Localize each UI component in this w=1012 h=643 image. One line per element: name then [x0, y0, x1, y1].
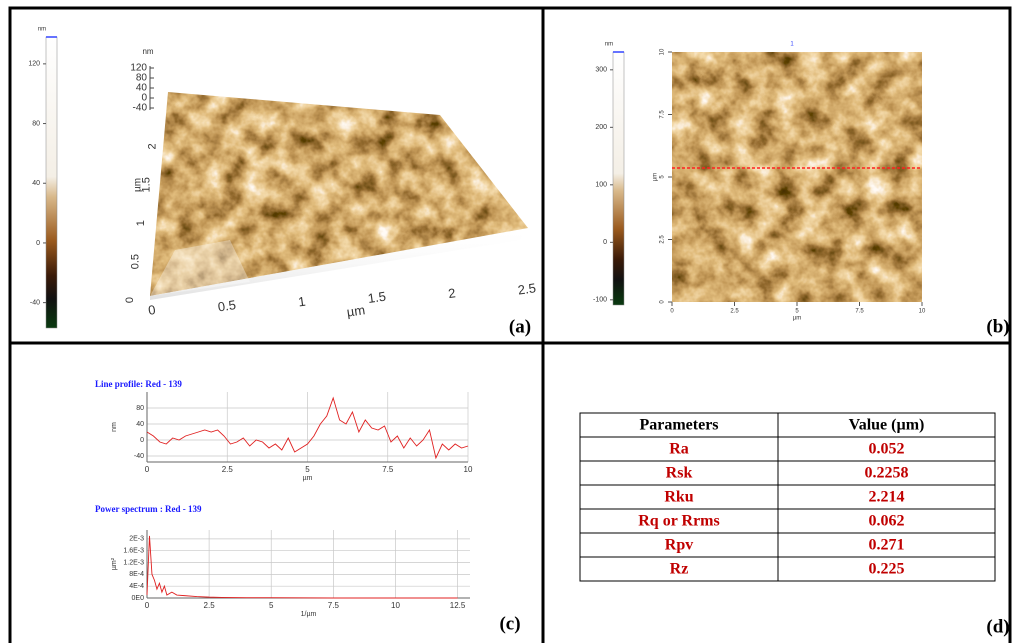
y-tick-label: 4E-4	[129, 583, 144, 590]
data-line	[147, 536, 458, 598]
z-unit: nm	[142, 47, 153, 56]
colorbar-tick-label: 40	[32, 180, 40, 187]
table-cell: 2.214	[869, 489, 905, 506]
x-tick-label: 0	[145, 465, 150, 474]
y-tick-label: 0	[124, 297, 136, 303]
x-tick-label: 2.5	[517, 280, 537, 297]
y-tick-label: 0	[660, 300, 666, 304]
x-tick-label: 5	[269, 601, 274, 610]
table-cell: Ra	[669, 441, 689, 458]
table-cell: 0.271	[869, 537, 905, 554]
y-tick-label: 2	[146, 143, 158, 149]
table-cell: Rpv	[665, 537, 693, 554]
y-unit: µm	[133, 178, 144, 192]
colorbar-tick-label: -100	[593, 297, 607, 304]
y-tick-label: 10	[660, 48, 666, 55]
y-tick-label: 5	[660, 175, 666, 179]
colorbar-tick-label: -40	[30, 299, 40, 306]
x-tick-label: 0	[147, 302, 156, 318]
y-axis-label: nm	[111, 422, 118, 432]
x-axis-label: µm	[303, 475, 313, 482]
colorbar-tick-label: 0	[36, 240, 40, 247]
chart-title: Line profile: Red - 139	[95, 379, 182, 389]
x-tick-label: 7.5	[328, 601, 340, 610]
y-tick-label: 0	[140, 437, 144, 444]
panel-label: (a)	[509, 316, 531, 337]
y-tick-label: 80	[136, 405, 144, 412]
x-tick-label: 0.5	[217, 297, 237, 314]
y-tick-label: 2.5	[660, 235, 666, 244]
y-tick-label: 1.6E-3	[123, 548, 144, 555]
z-tick-label: -40	[133, 103, 148, 114]
x-tick-label: 12.5	[450, 601, 466, 610]
y-tick-label: 0.5	[130, 254, 142, 269]
table-cell: 0.225	[869, 561, 905, 578]
table-border	[580, 413, 995, 581]
x-tick-label: 10	[464, 465, 473, 474]
x-tick-label: 7.5	[855, 309, 864, 315]
y-tick-label: 8E-4	[129, 571, 144, 578]
panel-label: (d)	[986, 616, 1009, 637]
table-cell: Rku	[664, 489, 693, 506]
x-tick-label: 1	[297, 294, 306, 310]
x-tick-label: 2	[447, 285, 456, 301]
x-tick-label: 7.5	[382, 465, 394, 474]
x-unit: µm	[346, 302, 366, 319]
y-tick-label: 2E-3	[129, 536, 144, 543]
y-tick-label: 40	[136, 421, 144, 428]
y-tick-label: 1.2E-3	[123, 559, 144, 566]
table-header: Value (µm)	[849, 417, 925, 434]
x-tick-label: 5	[795, 309, 799, 315]
table: Parameters Value (µm) Ra 0.052 Rsk 0.2258 Rku 2…	[580, 413, 995, 581]
colorbar	[46, 37, 57, 328]
panel-label: (b)	[986, 316, 1009, 337]
afm-image	[672, 52, 922, 302]
table-header: Parameters	[639, 417, 718, 434]
x-unit: µm	[793, 316, 801, 322]
colorbar-unit: nm	[38, 27, 46, 33]
table-cell: 0.062	[869, 513, 905, 530]
colorbar-tick-label: 0	[603, 239, 607, 246]
colorbar-tick-label: 100	[595, 182, 607, 189]
y-tick-label: 7.5	[660, 110, 666, 119]
table-cell: 0.2258	[865, 465, 909, 482]
table-cell: Rz	[670, 561, 689, 578]
colorbar-unit: nm	[605, 42, 613, 48]
y-tick-label: -40	[134, 453, 144, 460]
image-marker: 1	[790, 42, 794, 48]
table-cell: 0.052	[869, 441, 905, 458]
table-cell: Rsk	[666, 465, 693, 482]
x-tick-label: 10	[919, 309, 926, 315]
x-tick-label: 5	[305, 465, 310, 474]
colorbar-tick-label: 200	[595, 124, 607, 131]
x-tick-label: 1.5	[367, 289, 387, 306]
x-tick-label: 0	[145, 601, 150, 610]
panel-label: (c)	[499, 613, 520, 634]
y-unit: µm	[653, 173, 659, 181]
colorbar-tick-label: 120	[28, 61, 40, 68]
table-cell: Rq or Rrms	[638, 513, 719, 530]
chart-title: Power spectrum : Red - 139	[95, 504, 202, 514]
y-tick-label: 0E0	[132, 595, 145, 602]
colorbar-tick-label: 80	[32, 120, 40, 127]
x-tick-label: 0	[670, 309, 674, 315]
x-tick-label: 2.5	[222, 465, 234, 474]
x-tick-label: 10	[391, 601, 400, 610]
colorbar-tick-label: 300	[595, 67, 607, 74]
figure: Parameters Value (µm) Ra 0.052 Rsk 0.2258 Rku 2…	[0, 0, 1012, 643]
x-tick-label: 2.5	[730, 309, 739, 315]
y-tick-label: 1	[135, 220, 147, 226]
y-axis-label: µm²	[111, 557, 118, 570]
x-axis-label: 1/µm	[301, 611, 317, 618]
colorbar	[613, 52, 624, 305]
x-tick-label: 2.5	[204, 601, 216, 610]
